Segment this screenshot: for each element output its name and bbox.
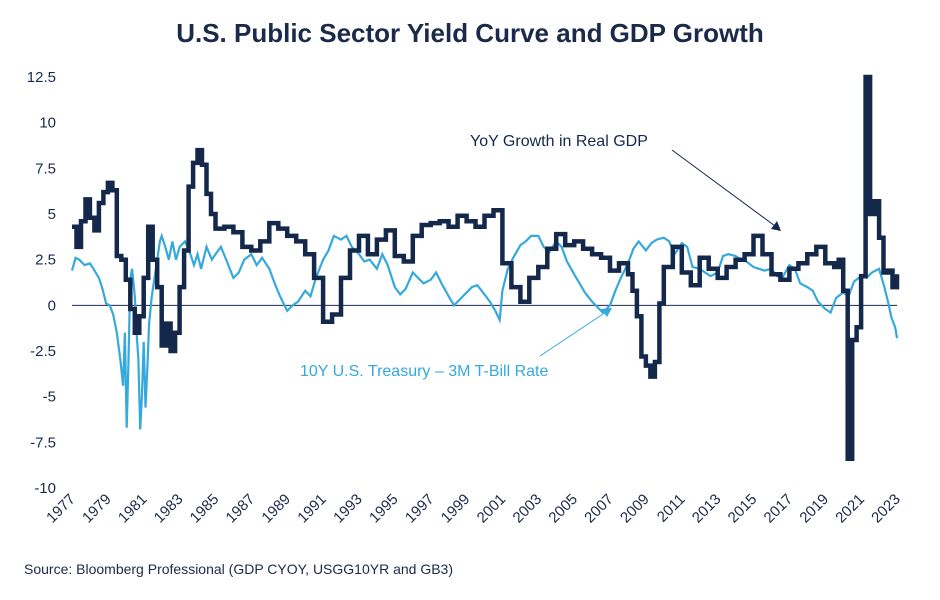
x-tick-label: 1999	[438, 491, 474, 527]
y-tick-label: 7.5	[35, 160, 56, 177]
y-tick-label: 5	[48, 206, 56, 223]
y-tick-label: 12.5	[27, 69, 56, 86]
y-tick-label: 10	[39, 115, 56, 132]
gdp-growth-line	[72, 74, 900, 462]
x-tick-label: 1995	[366, 491, 402, 527]
x-tick-label: 2017	[761, 491, 797, 527]
y-axis-ticks: 12.5 10 7.5 5 2.5 0 -2.5 -5 -7.5 -10	[27, 69, 56, 497]
gdp-annotation-arrow	[671, 149, 776, 227]
spread-annotation-arrowhead	[601, 308, 612, 317]
spread-series-annotation: 10Y U.S. Treasury – 3M T-Bill Rate	[300, 363, 549, 380]
x-tick-label: 1983	[151, 491, 187, 527]
x-tick-label: 1987	[223, 491, 259, 527]
y-tick-label: -5	[43, 389, 56, 406]
x-tick-label: 1979	[79, 491, 115, 527]
x-tick-label: 2011	[654, 491, 689, 526]
x-tick-label: 2013	[689, 491, 725, 527]
y-tick-label: 2.5	[35, 252, 56, 269]
x-tick-label: 1993	[330, 491, 366, 527]
x-tick-label: 1989	[258, 491, 294, 527]
x-axis-ticks: 1977 1979 1981 1983 1985 1987 1989 1991 1993 1995…	[43, 491, 904, 527]
x-tick-label: 2005	[545, 491, 581, 527]
x-tick-label: 2019	[796, 491, 832, 527]
x-tick-label: 2009	[617, 491, 653, 527]
x-tick-label: 2021	[832, 491, 868, 527]
y-tick-label: -10	[34, 480, 56, 497]
series-layer	[70, 74, 900, 462]
y-tick-label: 0	[48, 297, 56, 314]
x-tick-label: 2007	[581, 491, 617, 527]
x-tick-label: 1981	[115, 491, 151, 527]
chart-title: U.S. Public Sector Yield Curve and GDP G…	[176, 18, 764, 48]
x-tick-label: 2003	[510, 491, 546, 527]
annotations: YoY Growth in Real GDP 10Y U.S. Treasury…	[300, 133, 781, 380]
x-tick-label: 1985	[187, 491, 223, 527]
gdp-series-annotation: YoY Growth in Real GDP	[470, 133, 648, 150]
gdp-annotation-arrowhead	[771, 221, 781, 231]
x-tick-label: 2023	[868, 491, 904, 527]
source-note: Source: Bloomberg Professional (GDP CYOY…	[24, 561, 454, 577]
x-tick-label: 2015	[725, 491, 761, 527]
y-tick-label: -2.5	[30, 343, 56, 360]
x-tick-label: 1991	[294, 491, 330, 527]
x-tick-label: 2001	[474, 491, 510, 527]
x-tick-label: 1997	[402, 491, 438, 527]
y-tick-label: -7.5	[30, 434, 56, 451]
spread-annotation-arrow	[539, 311, 607, 357]
